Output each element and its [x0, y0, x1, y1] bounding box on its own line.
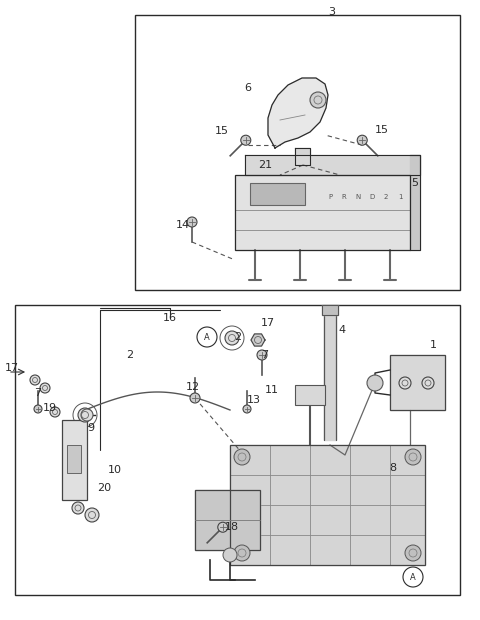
Text: A: A	[204, 332, 210, 342]
Text: 15: 15	[375, 125, 389, 135]
Text: 7: 7	[35, 388, 42, 398]
Text: P: P	[328, 194, 332, 200]
Text: 16: 16	[163, 313, 177, 323]
Bar	[230, 445, 425, 565]
Circle shape	[190, 393, 200, 403]
Text: 1: 1	[430, 340, 436, 350]
Text: 7: 7	[262, 350, 269, 360]
Bar	[62, 420, 87, 500]
Circle shape	[218, 522, 228, 532]
Bar	[295, 385, 325, 405]
Text: 4: 4	[338, 325, 346, 335]
Polygon shape	[245, 155, 420, 175]
Bar	[195, 490, 260, 550]
Circle shape	[234, 545, 250, 561]
Polygon shape	[195, 490, 260, 550]
Text: A: A	[410, 572, 416, 582]
Text: N: N	[355, 194, 360, 200]
Bar	[250, 183, 305, 205]
Circle shape	[310, 92, 326, 108]
Polygon shape	[295, 148, 310, 165]
Circle shape	[403, 567, 423, 587]
Circle shape	[225, 331, 239, 345]
Text: 3: 3	[328, 7, 336, 17]
Text: 11: 11	[265, 385, 279, 395]
Text: 6: 6	[244, 83, 252, 93]
Circle shape	[72, 502, 84, 514]
Circle shape	[405, 449, 421, 465]
Circle shape	[243, 405, 251, 413]
Circle shape	[357, 135, 367, 145]
Text: 1: 1	[398, 194, 402, 200]
Text: 21: 21	[258, 160, 272, 170]
Text: R: R	[342, 194, 347, 200]
Text: 9: 9	[87, 423, 95, 433]
Bar	[390, 355, 445, 410]
Bar	[235, 175, 410, 250]
Circle shape	[187, 217, 197, 227]
Polygon shape	[324, 310, 336, 440]
Text: 18: 18	[225, 522, 239, 532]
Text: 17: 17	[5, 363, 19, 373]
Text: 13: 13	[247, 395, 261, 405]
Text: 2: 2	[384, 194, 388, 200]
Circle shape	[422, 377, 434, 389]
Text: 2: 2	[234, 332, 241, 342]
Circle shape	[40, 383, 50, 393]
Text: 2: 2	[126, 350, 133, 360]
Polygon shape	[230, 445, 425, 565]
Circle shape	[78, 408, 92, 422]
Circle shape	[223, 548, 237, 562]
Polygon shape	[268, 78, 328, 148]
Circle shape	[50, 407, 60, 417]
Text: D: D	[370, 194, 374, 200]
Text: 14: 14	[176, 220, 190, 230]
Circle shape	[234, 449, 250, 465]
Polygon shape	[410, 155, 420, 250]
Bar	[322, 305, 338, 315]
Circle shape	[81, 409, 93, 421]
Bar	[135, 15, 460, 290]
Text: 8: 8	[389, 463, 396, 473]
Text: 12: 12	[186, 382, 200, 392]
Polygon shape	[390, 355, 445, 410]
Circle shape	[34, 405, 42, 413]
Text: 5: 5	[411, 178, 419, 188]
Circle shape	[197, 327, 217, 347]
Circle shape	[257, 350, 267, 360]
Text: 17: 17	[261, 318, 275, 328]
Bar	[67, 445, 81, 473]
Bar	[15, 305, 460, 595]
Polygon shape	[322, 305, 338, 315]
Text: 10: 10	[108, 465, 122, 475]
Circle shape	[241, 135, 251, 145]
Circle shape	[405, 545, 421, 561]
Polygon shape	[251, 334, 265, 346]
Polygon shape	[235, 175, 410, 250]
Circle shape	[85, 508, 99, 522]
Circle shape	[367, 375, 383, 391]
Text: 19: 19	[43, 403, 57, 413]
Circle shape	[399, 377, 411, 389]
Text: 15: 15	[215, 126, 229, 136]
Text: 20: 20	[97, 483, 111, 493]
Circle shape	[30, 375, 40, 385]
